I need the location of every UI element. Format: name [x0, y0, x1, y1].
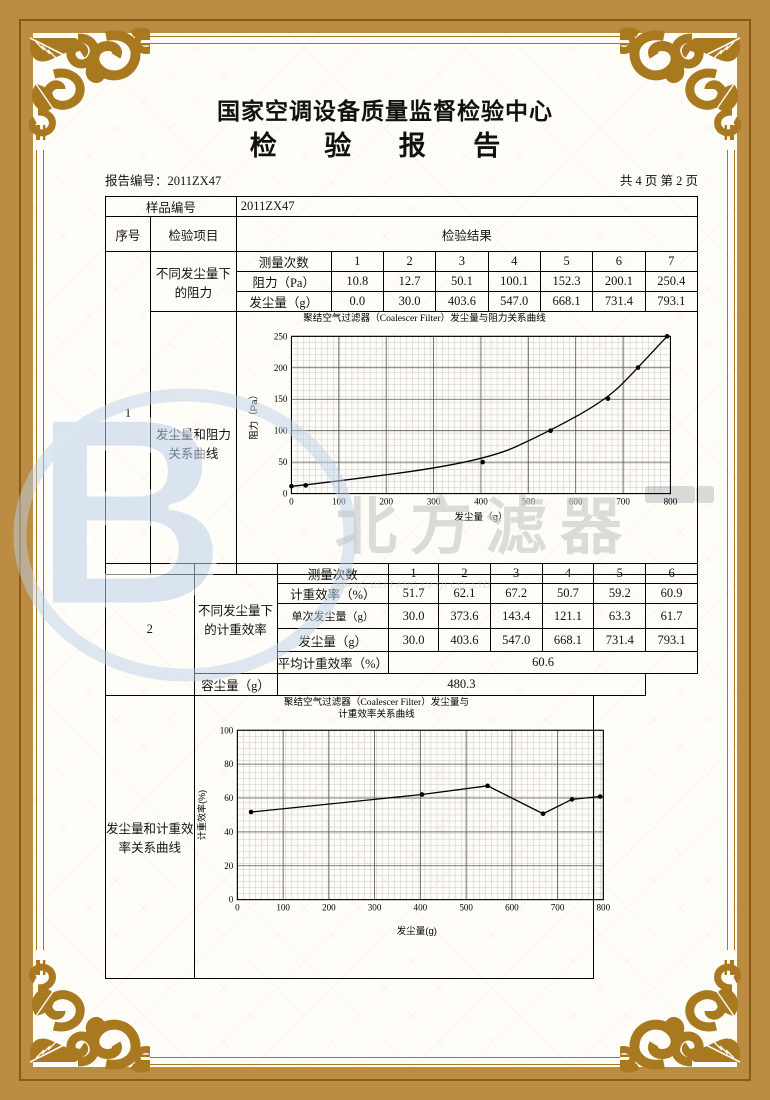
svg-text:500: 500: [459, 903, 473, 913]
svg-text:0: 0: [235, 903, 240, 913]
svg-text:80: 80: [224, 759, 234, 769]
svg-text:计重效率关系曲线: 计重效率关系曲线: [338, 708, 415, 720]
svg-text:0: 0: [289, 497, 294, 507]
svg-text:800: 800: [663, 497, 677, 507]
svg-text:发尘量（g）: 发尘量（g）: [454, 511, 507, 523]
svg-text:50: 50: [278, 457, 288, 467]
svg-text:200: 200: [274, 363, 288, 373]
svg-text:40: 40: [224, 827, 234, 837]
svg-text:0: 0: [283, 489, 288, 499]
svg-text:阻力（Pa）: 阻力（Pa）: [248, 390, 260, 440]
svg-text:100: 100: [219, 725, 233, 735]
svg-text:计重效率(%): 计重效率(%): [196, 790, 207, 840]
svg-text:200: 200: [379, 497, 393, 507]
svg-text:100: 100: [332, 497, 346, 507]
svg-text:600: 600: [505, 903, 519, 913]
svg-text:20: 20: [224, 861, 234, 871]
svg-text:300: 300: [367, 903, 381, 913]
svg-text:700: 700: [616, 497, 630, 507]
svg-text:发尘量(g): 发尘量(g): [396, 925, 436, 937]
svg-text:聚结空气过滤器（Coalescer Filter）发尘量与阻: 聚结空气过滤器（Coalescer Filter）发尘量与阻力关系曲线: [303, 312, 546, 324]
svg-text:800: 800: [596, 903, 610, 913]
svg-text:500: 500: [521, 497, 535, 507]
svg-text:700: 700: [550, 903, 564, 913]
svg-text:60: 60: [224, 793, 234, 803]
svg-text:100: 100: [274, 426, 288, 436]
svg-text:聚结空气过滤器（Coalescer Filter）发尘量与: 聚结空气过滤器（Coalescer Filter）发尘量与: [283, 696, 468, 708]
svg-text:400: 400: [474, 497, 488, 507]
svg-text:100: 100: [276, 903, 290, 913]
svg-text:0: 0: [228, 895, 233, 905]
svg-text:600: 600: [569, 497, 583, 507]
svg-text:300: 300: [427, 497, 441, 507]
svg-text:400: 400: [413, 903, 427, 913]
svg-text:200: 200: [322, 903, 336, 913]
svg-text:250: 250: [274, 331, 288, 341]
svg-text:150: 150: [274, 394, 288, 404]
